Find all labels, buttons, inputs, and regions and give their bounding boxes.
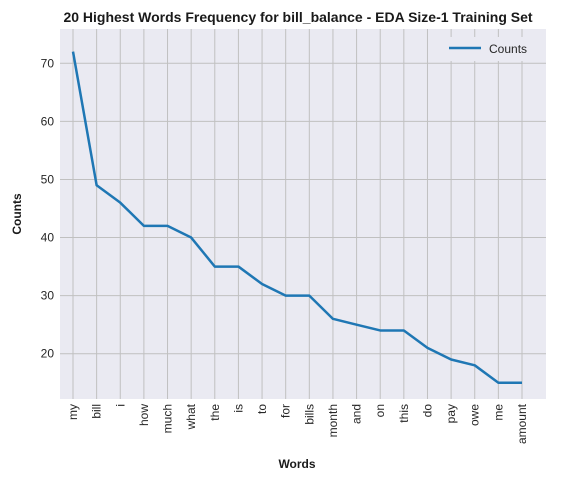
x-tick-label: my — [66, 404, 80, 420]
x-tick-label: do — [420, 404, 434, 418]
x-tick-label: bills — [302, 404, 316, 425]
x-tick-label: bill — [90, 404, 104, 419]
y-tick-label: 30 — [41, 289, 55, 303]
x-axis-label: Words — [278, 457, 315, 471]
x-tick-label: and — [350, 404, 364, 424]
x-tick-label: owe — [468, 404, 482, 426]
chart-title: 20 Highest Words Frequency for bill_bala… — [63, 9, 532, 25]
x-tick-label: this — [397, 404, 411, 423]
x-tick-label: amount — [515, 403, 529, 444]
y-axis-label: Counts — [10, 193, 24, 235]
x-tick-label: me — [491, 404, 505, 421]
x-tick-label: month — [326, 404, 340, 437]
x-tick-label: i — [113, 404, 127, 407]
x-tick-label: to — [255, 404, 269, 414]
x-tick-label: much — [161, 404, 175, 433]
y-tick-label: 20 — [41, 347, 55, 361]
y-tick-label: 70 — [41, 56, 55, 70]
x-tick-label: pay — [444, 404, 458, 423]
series-line-counts — [71, 51, 522, 384]
series-layer — [71, 51, 522, 384]
y-tick-label: 40 — [41, 231, 55, 245]
y-tick-label: 60 — [41, 114, 55, 128]
x-tick-label: is — [231, 404, 245, 413]
legend-label-counts: Counts — [489, 42, 527, 56]
x-tick-label: what — [184, 403, 198, 430]
x-tick-labels: my bill i how much what the is to for bills month an… — [66, 403, 529, 444]
y-tick-labels: 20 30 40 50 60 70 — [41, 56, 55, 360]
y-tick-label: 50 — [41, 172, 55, 186]
x-tick-label: for — [279, 404, 293, 418]
plot-area — [60, 29, 546, 399]
legend: Counts — [438, 37, 540, 61]
x-tick-label: on — [373, 404, 387, 417]
x-tick-label: the — [208, 404, 222, 421]
x-tick-label: how — [137, 404, 151, 426]
